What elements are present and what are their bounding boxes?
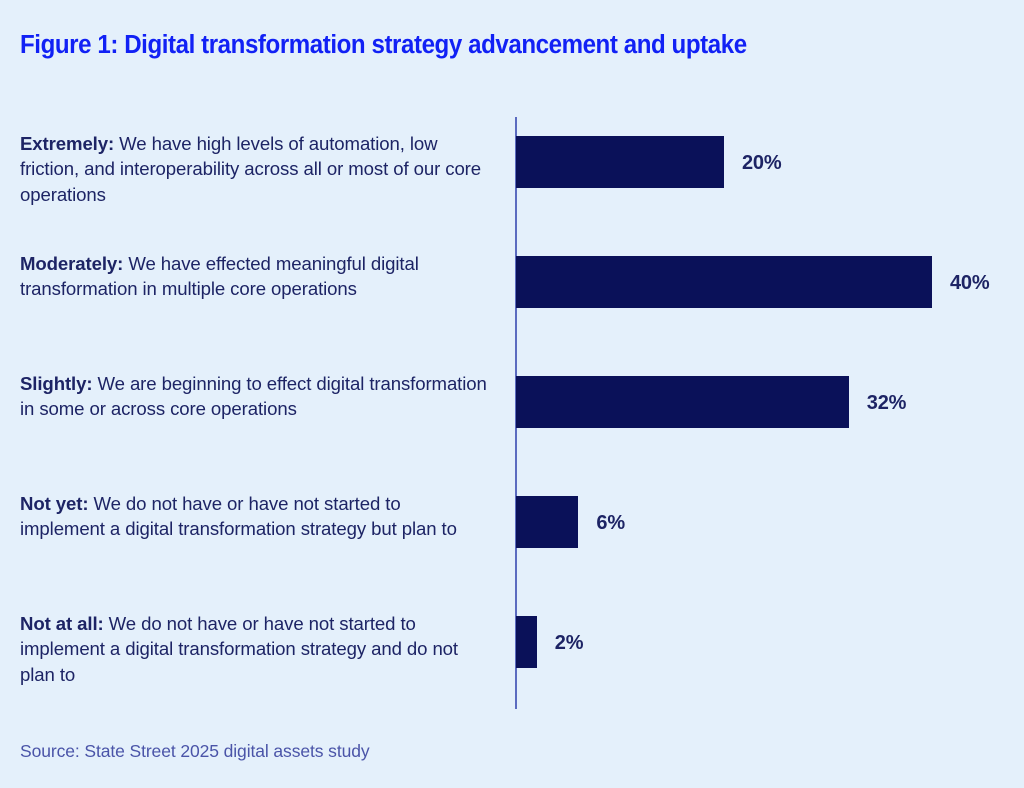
bar-slightly (516, 376, 849, 428)
category-label-not-at-all: Not at all: We do not have or have not s… (20, 611, 490, 687)
category-label-slightly: Slightly: We are beginning to effect dig… (20, 371, 490, 422)
category-label-text: We have high levels of automation, low f… (20, 133, 482, 205)
bar-value-extremely: 20% (742, 152, 782, 174)
chart-plot-area: Extremely: We have high levels of automa… (0, 108, 1024, 709)
category-label-lead: Slightly: (20, 373, 93, 394)
chart-row: Slightly: We are beginning to effect dig… (0, 348, 1024, 468)
source-note: Source: State Street 2025 digital assets… (20, 741, 370, 761)
bar-value-slightly: 32% (866, 392, 907, 414)
chart-row: Not yet: We do not have or have not star… (0, 468, 1024, 588)
category-label-not-yet: Not yet: We do not have or have not star… (20, 491, 490, 542)
chart-row: Not at all: We do not have or have not s… (0, 588, 1024, 708)
bar-not-at-all (516, 616, 537, 668)
bar-value-not-at-all: 2% (554, 632, 584, 654)
bar-value-not-yet: 6% (596, 512, 625, 534)
category-label-text: We do not have or have not started to im… (20, 613, 458, 685)
category-label-lead: Extremely: (20, 133, 115, 154)
category-label-text: We have effected meaningful digital tran… (20, 253, 419, 300)
category-label-lead: Moderately: (20, 253, 124, 274)
category-label-moderately: Moderately: We have effected meaningful … (20, 251, 490, 302)
category-label-text: We do not have or have not started to im… (20, 493, 457, 540)
bar-not-yet (516, 496, 579, 548)
bar-extremely (516, 136, 724, 188)
category-label-lead: Not yet: (20, 493, 89, 514)
category-label-lead: Not at all: (20, 613, 104, 634)
page-title: Figure 1: Digital transformation strateg… (20, 31, 747, 59)
bar-moderately (516, 256, 932, 308)
category-label-extremely: Extremely: We have high levels of automa… (20, 131, 490, 207)
chart-row: Extremely: We have high levels of automa… (0, 108, 1024, 228)
category-label-text: We are beginning to effect digital trans… (20, 373, 487, 420)
bar-value-moderately: 40% (950, 272, 990, 294)
chart-row: Moderately: We have effected meaningful … (0, 228, 1024, 348)
